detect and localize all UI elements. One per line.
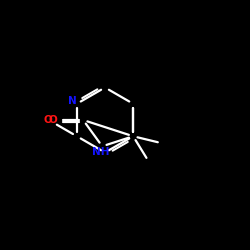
Text: N: N	[68, 96, 76, 106]
Text: NH: NH	[92, 147, 109, 157]
Text: O: O	[49, 115, 58, 125]
Text: O: O	[44, 115, 52, 125]
